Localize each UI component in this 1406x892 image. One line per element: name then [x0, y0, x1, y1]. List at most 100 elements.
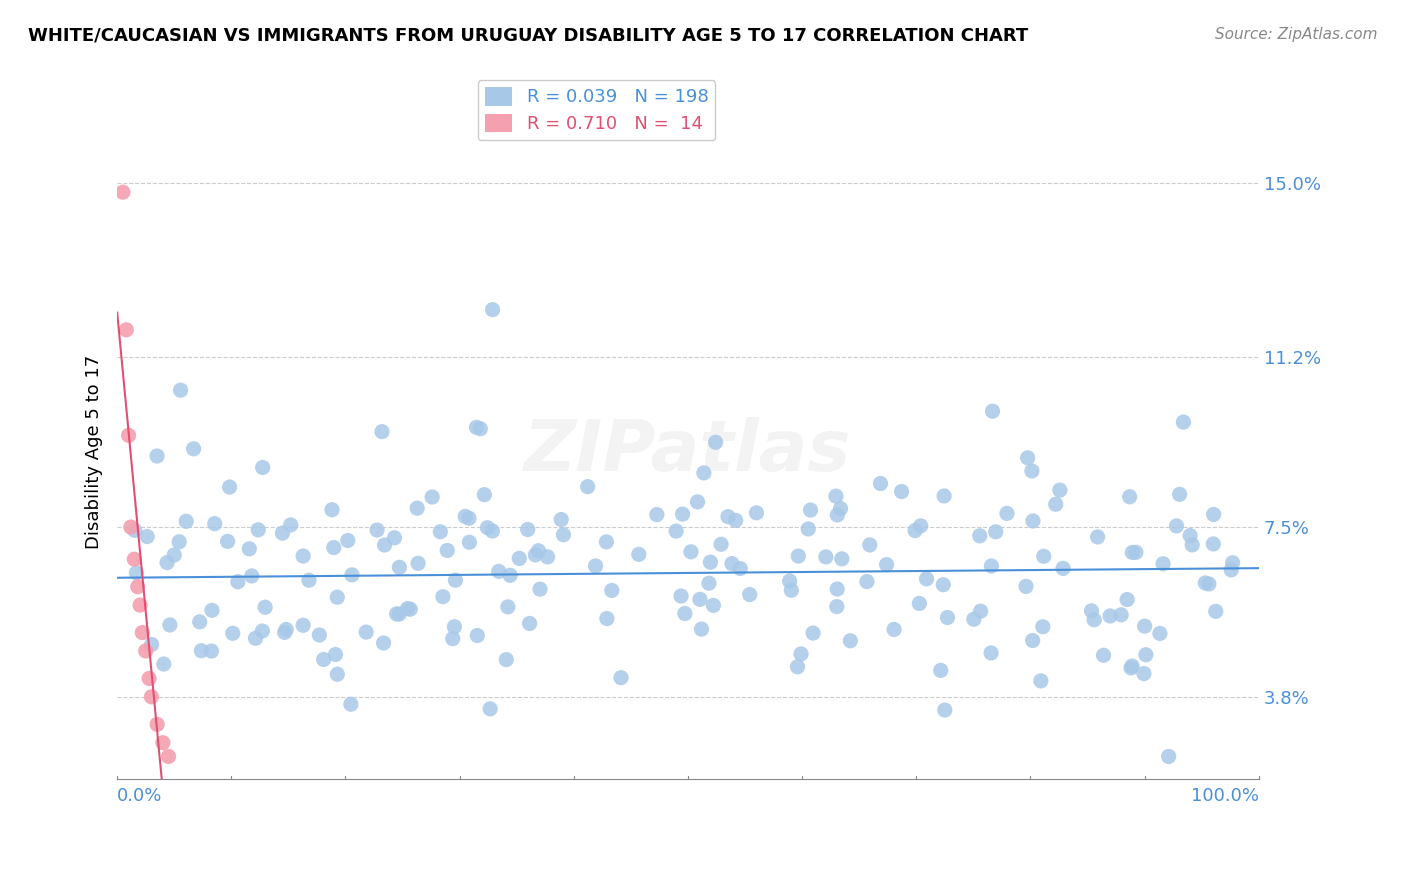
Point — [553, 527, 575, 541]
Point — [465, 628, 488, 642]
Point — [247, 523, 270, 537]
Point — [780, 583, 803, 598]
Point — [890, 484, 912, 499]
Point — [934, 489, 956, 503]
Point — [856, 574, 879, 589]
Point — [124, 524, 146, 538]
Point — [441, 632, 464, 646]
Point — [1052, 561, 1074, 575]
Point — [146, 449, 169, 463]
Point — [222, 626, 245, 640]
Point — [1080, 604, 1102, 618]
Point — [444, 573, 467, 587]
Point — [585, 558, 607, 573]
Point — [686, 495, 709, 509]
Point — [1222, 556, 1244, 570]
Point — [1168, 487, 1191, 501]
Point — [1166, 519, 1188, 533]
Point — [254, 600, 277, 615]
Point — [693, 466, 716, 480]
Point — [1181, 538, 1204, 552]
Point — [273, 625, 295, 640]
Point — [627, 547, 650, 561]
Legend: R = 0.039   N = 198, R = 0.710   N =  14: R = 0.039 N = 198, R = 0.710 N = 14 — [478, 80, 716, 140]
Point — [322, 541, 344, 555]
Point — [679, 545, 702, 559]
Point — [1194, 575, 1216, 590]
Point — [645, 508, 668, 522]
Point — [124, 552, 146, 566]
Point — [399, 602, 422, 616]
Point — [536, 549, 558, 564]
Point — [981, 404, 1004, 418]
Point — [167, 534, 190, 549]
Point — [1092, 648, 1115, 663]
Point — [876, 558, 898, 572]
Point — [174, 514, 197, 528]
Point — [1198, 577, 1220, 591]
Point — [479, 702, 502, 716]
Point — [131, 625, 153, 640]
Point — [240, 569, 263, 583]
Point — [472, 488, 495, 502]
Point — [1083, 613, 1105, 627]
Point — [201, 603, 224, 617]
Point — [665, 524, 688, 538]
Point — [1220, 563, 1243, 577]
Point — [1021, 633, 1043, 648]
Point — [146, 717, 169, 731]
Point — [669, 589, 692, 603]
Point — [477, 521, 499, 535]
Point — [825, 599, 848, 614]
Point — [1029, 673, 1052, 688]
Point — [1135, 648, 1157, 662]
Point — [908, 597, 931, 611]
Point — [786, 659, 808, 673]
Point — [1032, 549, 1054, 564]
Point — [470, 422, 492, 436]
Point — [934, 703, 956, 717]
Point — [516, 523, 538, 537]
Text: WHITE/CAUCASIAN VS IMMIGRANTS FROM URUGUAY DISABILITY AGE 5 TO 17 CORRELATION CH: WHITE/CAUCASIAN VS IMMIGRANTS FROM URUGU… — [28, 27, 1028, 45]
Point — [980, 646, 1002, 660]
Point — [125, 566, 148, 580]
Point — [458, 511, 481, 525]
Point — [1133, 666, 1156, 681]
Point — [1125, 545, 1147, 559]
Point — [1173, 415, 1195, 429]
Point — [396, 601, 419, 615]
Point — [465, 420, 488, 434]
Point — [596, 611, 619, 625]
Point — [481, 524, 503, 538]
Point — [443, 620, 465, 634]
Point — [384, 531, 406, 545]
Point — [797, 522, 820, 536]
Point — [904, 524, 927, 538]
Point — [801, 626, 824, 640]
Point — [1157, 749, 1180, 764]
Point — [136, 530, 159, 544]
Point — [910, 519, 932, 533]
Point — [697, 576, 720, 591]
Point — [671, 507, 693, 521]
Point — [595, 534, 617, 549]
Point — [1021, 464, 1043, 478]
Point — [292, 549, 315, 563]
Point — [524, 548, 547, 562]
Point — [156, 556, 179, 570]
Point — [312, 652, 335, 666]
Point — [152, 736, 174, 750]
Point — [1015, 579, 1038, 593]
Point — [276, 623, 298, 637]
Point — [790, 647, 813, 661]
Text: Source: ZipAtlas.com: Source: ZipAtlas.com — [1215, 27, 1378, 42]
Point — [271, 526, 294, 541]
Point — [831, 552, 853, 566]
Point — [1045, 497, 1067, 511]
Point — [610, 671, 633, 685]
Point — [374, 538, 396, 552]
Point — [141, 638, 163, 652]
Point — [936, 610, 959, 624]
Point — [883, 623, 905, 637]
Point — [1022, 514, 1045, 528]
